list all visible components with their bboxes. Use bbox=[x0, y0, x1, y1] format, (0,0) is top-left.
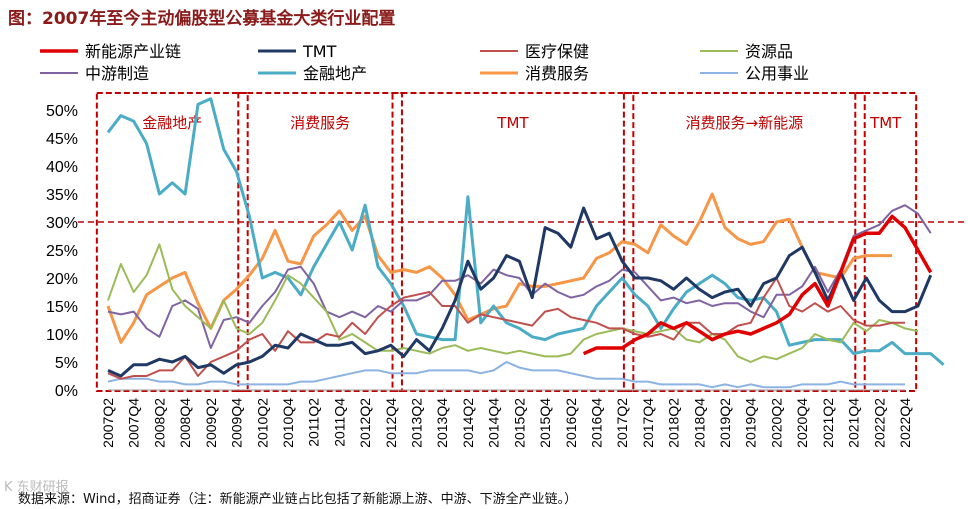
annotation-box bbox=[95, 92, 249, 392]
legend-label: 医疗保健 bbox=[525, 42, 589, 61]
series-line bbox=[582, 214, 933, 356]
annotation-box-label: 消费服务→新能源 bbox=[686, 114, 804, 132]
annotation-box-label: TMT bbox=[869, 114, 902, 132]
legend-label: 金融地产 bbox=[303, 64, 367, 83]
series-line bbox=[107, 243, 919, 363]
y-tick-label: 5% bbox=[55, 355, 78, 372]
y-tick-label: 20% bbox=[46, 271, 78, 288]
series-line bbox=[107, 204, 932, 349]
x-tick-label: 2007Q2 bbox=[100, 398, 116, 448]
x-tick-label: 2009Q2 bbox=[203, 398, 219, 448]
series-line bbox=[107, 206, 933, 378]
x-tick-label: 2008Q4 bbox=[177, 398, 193, 448]
y-tick-label: 35% bbox=[46, 187, 78, 204]
x-tick-label: 2018Q4 bbox=[691, 398, 707, 448]
series-line bbox=[107, 277, 905, 380]
chart-title: 图：2007年至今主动偏股型公募基金大类行业配置 bbox=[8, 9, 396, 29]
x-tick-label: 2019Q4 bbox=[743, 398, 759, 448]
x-tick-label: 2014Q4 bbox=[486, 398, 502, 448]
y-tick-label: 0% bbox=[55, 383, 78, 400]
x-tick-label: 2013Q4 bbox=[434, 398, 450, 448]
x-tick-label: 2021Q2 bbox=[820, 398, 836, 448]
x-tick-label: 2012Q2 bbox=[357, 398, 373, 448]
x-tick-label: 2017Q2 bbox=[614, 398, 630, 448]
x-tick-label: 2010Q4 bbox=[280, 398, 296, 448]
x-tick-label: 2009Q4 bbox=[229, 398, 245, 448]
legend-label: TMT bbox=[302, 42, 337, 61]
legend-label: 新能源产业链 bbox=[85, 42, 181, 61]
y-tick-label: 15% bbox=[46, 299, 78, 316]
x-tick-label: 2018Q2 bbox=[666, 398, 682, 448]
y-tick-label: 40% bbox=[46, 159, 78, 176]
y-tick-label: 10% bbox=[46, 327, 78, 344]
series-line bbox=[107, 361, 905, 389]
legend-label: 中游制造 bbox=[85, 64, 149, 83]
axes: 0% 5% 10% 15% 20% 25% 30% 35% 40% 45% 50% 2007Q2 200… bbox=[46, 103, 964, 448]
y-tick-label: 30% bbox=[46, 215, 78, 232]
x-tick-label: 2020Q2 bbox=[768, 398, 784, 448]
x-tick-label: 2015Q4 bbox=[537, 398, 553, 448]
x-tick-label: 2010Q2 bbox=[254, 398, 270, 448]
y-tick-label: 25% bbox=[46, 243, 78, 260]
legend-label: 消费服务 bbox=[525, 64, 589, 83]
series-line bbox=[106, 97, 945, 366]
x-tick-label: 2022Q2 bbox=[871, 398, 887, 448]
annotation-boxes: 金融地产 消费服务 TMT 消费服务→新能源 TMT bbox=[95, 92, 918, 392]
series-lines bbox=[106, 97, 945, 389]
annotation-box-label: TMT bbox=[496, 114, 529, 132]
x-tick-label: 2014Q2 bbox=[460, 398, 476, 448]
annotation-box bbox=[854, 92, 918, 392]
x-tick-label: 2019Q2 bbox=[717, 398, 733, 448]
x-tick-label: 2007Q4 bbox=[126, 398, 142, 448]
annotation-box-label: 金融地产 bbox=[142, 114, 202, 132]
x-tick-label: 2016Q4 bbox=[588, 398, 604, 448]
series-line bbox=[106, 192, 893, 344]
annotation-box bbox=[237, 92, 403, 392]
x-tick-label: 2015Q2 bbox=[511, 398, 527, 448]
x-tick-label: 2012Q4 bbox=[383, 398, 399, 448]
x-tick-label: 2021Q4 bbox=[846, 398, 862, 448]
x-tick-label: 2011Q4 bbox=[331, 398, 347, 447]
x-tick-label: 2008Q2 bbox=[151, 398, 167, 448]
watermark: K 东财研报 bbox=[4, 480, 69, 495]
y-tick-label: 45% bbox=[46, 131, 78, 148]
annotation-box-label: 消费服务 bbox=[290, 114, 350, 132]
x-tick-label: 2022Q4 bbox=[897, 398, 913, 448]
annotation-box bbox=[391, 92, 635, 392]
y-tick-label: 50% bbox=[46, 103, 78, 120]
x-tick-label: 2017Q4 bbox=[640, 398, 656, 448]
source-note: 数据来源：Wind，招商证券（注：新能源产业链占比包括了新能源上游、中游、下游全… bbox=[18, 492, 578, 507]
x-tick-label: 2020Q4 bbox=[794, 398, 810, 448]
x-tick-label: 2011Q2 bbox=[306, 398, 322, 447]
legend-label: 公用事业 bbox=[745, 64, 809, 83]
legend-label: 资源品 bbox=[745, 42, 793, 61]
x-tick-label: 2016Q2 bbox=[563, 398, 579, 448]
x-tick-label: 2013Q2 bbox=[409, 398, 425, 448]
